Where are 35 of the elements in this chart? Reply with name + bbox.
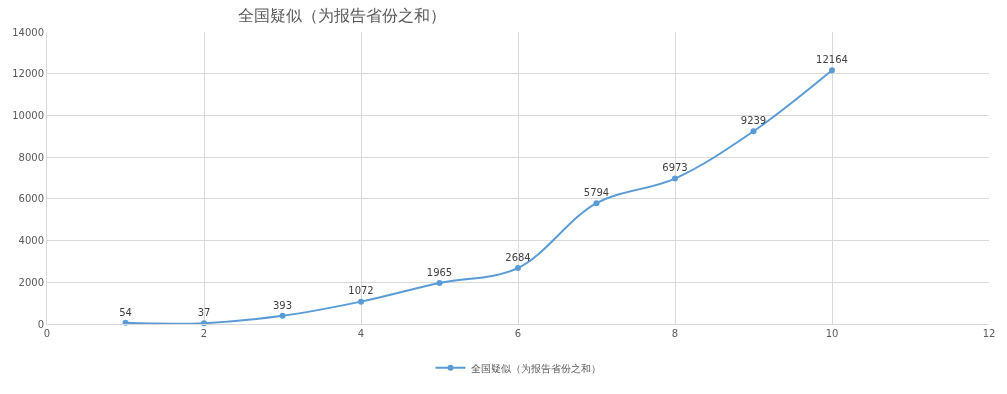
point (672, 175, 678, 182)
y-tick-label: 8000 (18, 151, 44, 163)
point (279, 312, 286, 319)
x-tick-label: 10 (825, 328, 839, 339)
x-tick-label: 2 (200, 328, 208, 339)
y-tick-label: 6000 (18, 193, 44, 205)
x-tick-label: 8 (671, 328, 679, 339)
data-label: 6973 (662, 162, 688, 174)
y-tick-label: 10000 (12, 109, 44, 121)
y-tick-label: 2000 (18, 276, 44, 288)
y-tick-label: 4000 (18, 235, 44, 247)
point (593, 200, 600, 207)
legend-label: 全国疑似（为报告省份之和） (470, 362, 601, 374)
x-tick-label: 0 (43, 328, 51, 339)
data-label: 393 (272, 299, 293, 311)
y-tick-label: 12000 (12, 68, 44, 80)
chart-title: 全国疑似（为报告省份之和） (238, 6, 447, 26)
point (358, 298, 364, 305)
data-label: 2684 (505, 251, 531, 263)
data-label: 9239 (740, 115, 767, 127)
y-tick-label: 0 (37, 318, 44, 330)
x-tick-label: 6 (514, 328, 522, 339)
x-tick-label: 4 (357, 328, 365, 339)
data-label: 37 (197, 306, 211, 318)
data-label: 1965 (426, 266, 453, 278)
point (750, 128, 757, 135)
point (436, 280, 443, 287)
data-label: 1072 (348, 285, 374, 297)
data-label: 54 (119, 306, 132, 318)
point (829, 67, 835, 74)
data-label: 5794 (583, 186, 610, 198)
point (515, 265, 521, 272)
x-tick-label: 12 (982, 328, 996, 339)
data-label: 12164 (816, 54, 848, 66)
y-tick-label: 14000 (12, 26, 44, 38)
